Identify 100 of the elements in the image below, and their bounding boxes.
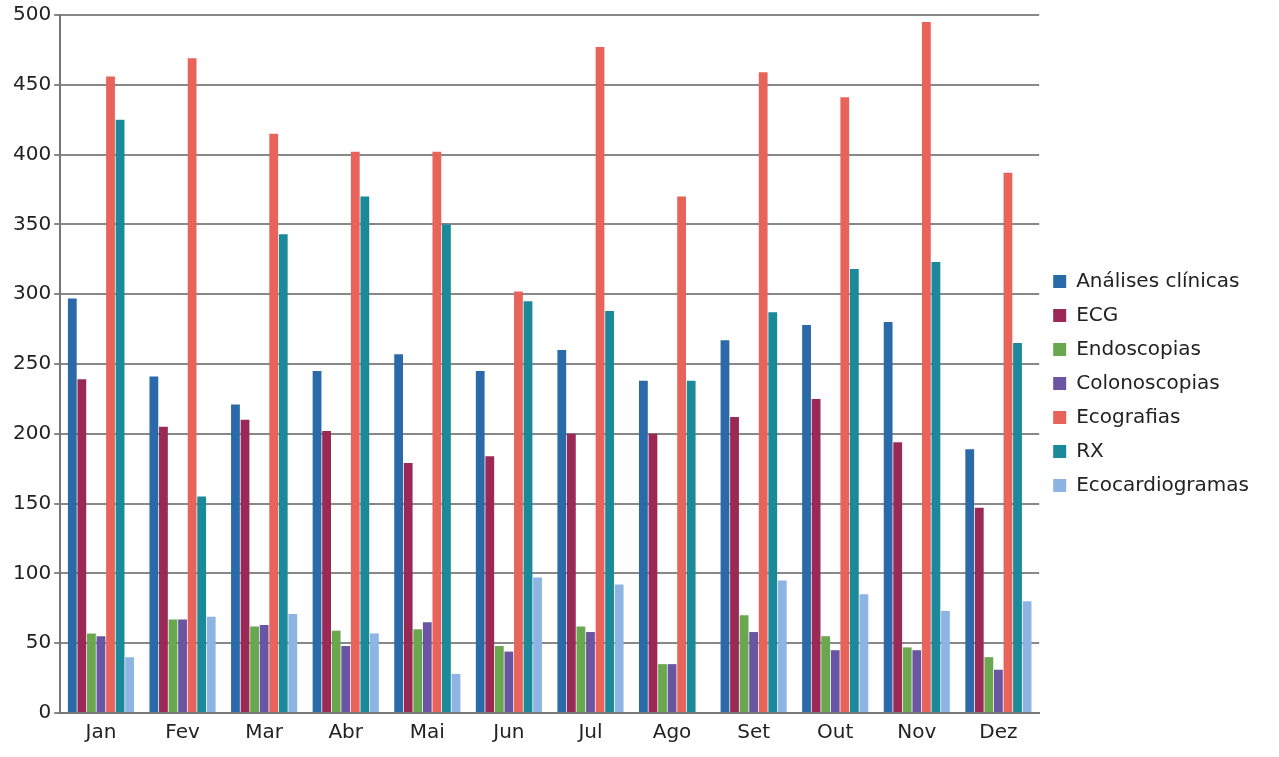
x-tick-label: Mar	[245, 719, 284, 744]
bar	[614, 584, 624, 712]
bar	[941, 611, 950, 712]
bar	[403, 463, 413, 712]
bar	[269, 133, 279, 712]
bar	[485, 456, 495, 712]
x-tick-label: Out	[817, 719, 854, 744]
bar	[849, 269, 859, 712]
bar	[811, 398, 821, 712]
bar	[250, 626, 259, 712]
y-tick-label: 250	[12, 350, 52, 375]
bar	[331, 630, 341, 712]
bar	[259, 625, 269, 712]
bar	[341, 645, 351, 712]
bar	[840, 97, 850, 712]
bar	[802, 324, 811, 712]
bar	[369, 633, 379, 712]
bar	[533, 577, 542, 712]
bar	[931, 262, 941, 712]
y-tick-label: 0	[38, 699, 52, 724]
y-tick-label: 200	[12, 420, 52, 444]
bar	[394, 354, 404, 712]
bar	[206, 616, 216, 712]
bar	[197, 496, 207, 712]
bar	[1013, 343, 1022, 712]
legend-label: RX	[1076, 437, 1105, 462]
bar	[504, 651, 514, 712]
bar	[125, 657, 135, 712]
bar	[67, 298, 77, 712]
bar	[96, 636, 106, 712]
y-tick-label: 100	[12, 559, 52, 584]
bar	[586, 632, 595, 712]
bar	[921, 21, 931, 712]
bar	[322, 431, 331, 712]
bar	[106, 76, 115, 712]
legend-label: Endoscopias	[1076, 335, 1202, 360]
bar	[749, 632, 759, 712]
bar	[566, 433, 576, 712]
bar	[475, 370, 485, 712]
bar	[350, 151, 360, 712]
bar	[576, 626, 586, 712]
y-tick-label: 50	[25, 629, 52, 654]
bar	[413, 629, 423, 712]
bar	[77, 379, 87, 712]
bar	[965, 449, 975, 712]
y-tick-label: 300	[12, 280, 52, 305]
bar	[821, 636, 831, 712]
bar	[168, 619, 178, 712]
x-tick-label: Jun	[491, 719, 525, 744]
bar	[720, 340, 730, 712]
bar	[514, 291, 523, 712]
bar	[187, 58, 197, 712]
y-tick-label: 450	[12, 71, 52, 95]
x-tick-label: Mai	[409, 719, 445, 744]
bar	[595, 47, 605, 712]
legend-label: Colonoscopias	[1076, 369, 1220, 394]
x-tick-label: Ago	[652, 719, 692, 744]
bar	[1022, 601, 1032, 712]
y-tick-label: 500	[12, 1, 52, 26]
x-tick-label: Abr	[328, 719, 364, 744]
x-tick-label: Jul	[576, 719, 603, 744]
legend-label: ECG	[1076, 301, 1119, 326]
y-tick-label: 400	[12, 140, 52, 165]
bar	[240, 419, 250, 712]
x-tick-label: Fev	[165, 719, 200, 744]
bar	[523, 301, 533, 712]
bar	[912, 650, 922, 712]
bar	[557, 350, 567, 712]
bar	[87, 633, 96, 712]
x-tick-label: Set	[737, 719, 771, 744]
bar	[178, 619, 187, 712]
bar	[830, 650, 840, 712]
legend-label: Análises clínicas	[1076, 267, 1240, 292]
bar	[686, 380, 696, 712]
x-tick-label: Dez	[979, 719, 1018, 744]
y-tick-label: 150	[12, 489, 52, 514]
bar	[768, 312, 778, 712]
bar	[994, 669, 1003, 712]
bar	[451, 673, 461, 712]
bar	[658, 664, 667, 712]
bar	[159, 426, 168, 712]
bar	[442, 224, 451, 712]
bar	[883, 322, 893, 712]
bar	[859, 594, 869, 712]
bar	[312, 370, 322, 712]
bar	[677, 196, 687, 712]
bar	[777, 580, 787, 712]
bar	[984, 657, 994, 712]
bar	[638, 380, 648, 712]
bar	[648, 433, 658, 712]
bar	[360, 196, 370, 712]
bar	[494, 645, 504, 712]
bar	[605, 310, 614, 712]
bar	[149, 376, 159, 712]
legend-label: Ecocardiogramas	[1076, 471, 1249, 496]
bar	[1003, 172, 1013, 712]
bar	[667, 664, 677, 712]
bar	[278, 234, 288, 712]
x-tick-label: Jan	[83, 719, 117, 744]
bar	[758, 72, 768, 712]
